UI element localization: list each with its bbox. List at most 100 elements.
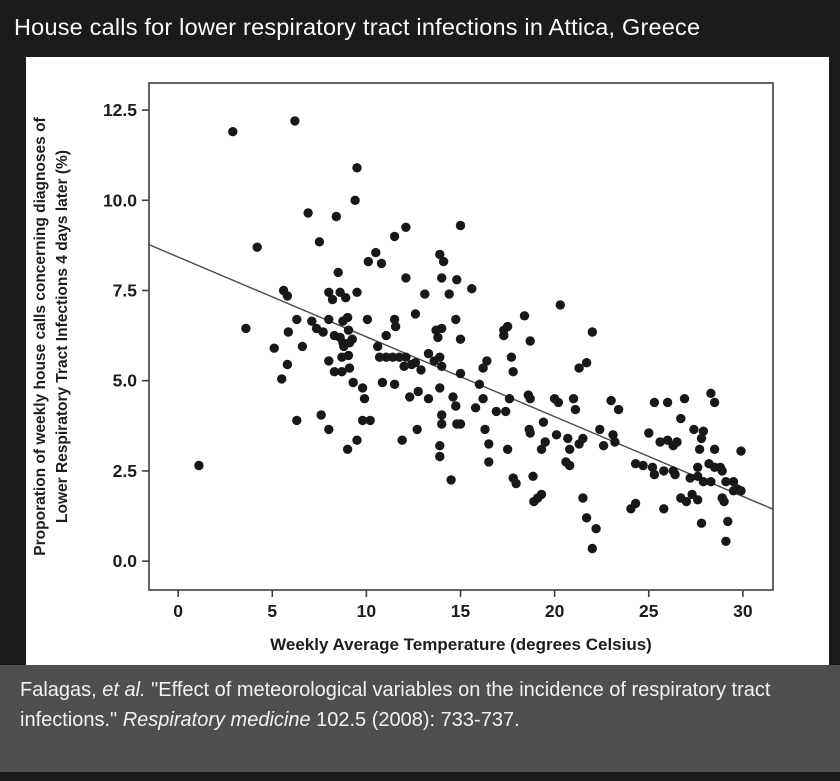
data-point xyxy=(423,394,434,404)
data-point xyxy=(693,495,703,505)
citation-authors: Falagas, xyxy=(20,679,103,701)
data-point xyxy=(679,394,690,404)
data-point xyxy=(399,361,409,371)
citation: Falagas, et al. "Effect of meteorologica… xyxy=(20,675,820,735)
data-point xyxy=(324,424,334,435)
data-point xyxy=(292,314,302,325)
data-point xyxy=(401,222,411,232)
data-point xyxy=(420,289,430,299)
data-point xyxy=(570,404,581,415)
data-point xyxy=(608,430,618,440)
data-point xyxy=(435,441,445,451)
data-point xyxy=(595,424,605,435)
citation-issue: 102.5 (2008): 733-737. xyxy=(310,709,520,731)
chart-panel: 0 5 10 15 20 25 30 0.0 2.5 5.0 7.5 10.0 12.5 Weekly A… xyxy=(26,57,829,665)
data-point xyxy=(484,439,494,449)
data-point xyxy=(389,379,400,389)
data-point xyxy=(282,359,293,370)
citation-article-title: "Effect of meteorological variables on t… xyxy=(20,679,771,731)
data-point xyxy=(394,352,405,362)
x-tick-label: 10 xyxy=(357,601,377,621)
data-point xyxy=(536,489,547,500)
y-tick-label: 12.5 xyxy=(103,100,137,120)
data-point xyxy=(269,343,279,353)
data-point xyxy=(324,314,334,325)
data-point xyxy=(455,419,466,429)
data-point xyxy=(506,352,517,362)
data-point xyxy=(529,496,539,507)
data-point xyxy=(565,460,575,471)
data-point xyxy=(341,293,351,303)
data-point xyxy=(696,433,707,444)
data-point xyxy=(433,332,443,343)
data-point xyxy=(511,478,521,489)
data-point xyxy=(721,536,731,546)
data-point xyxy=(435,451,445,462)
data-point xyxy=(448,392,458,402)
data-point xyxy=(484,457,494,467)
data-point xyxy=(412,424,422,435)
y-tick-label: 10.0 xyxy=(103,190,137,210)
data-point xyxy=(343,325,354,335)
data-point xyxy=(374,352,385,362)
data-point xyxy=(352,163,362,173)
data-point xyxy=(591,524,601,534)
data-point xyxy=(568,394,579,404)
data-point xyxy=(357,383,368,393)
data-point xyxy=(342,444,353,454)
data-point xyxy=(327,294,338,305)
data-point xyxy=(362,314,373,325)
bottom-strip xyxy=(0,772,840,781)
data-point xyxy=(410,358,421,368)
data-point xyxy=(655,437,665,447)
data-point xyxy=(501,406,511,417)
data-point xyxy=(581,358,592,368)
data-point xyxy=(390,321,401,332)
data-point xyxy=(348,377,358,388)
data-point xyxy=(437,419,447,429)
data-point xyxy=(455,220,466,231)
data-point xyxy=(502,444,513,454)
data-point xyxy=(670,469,680,480)
data-point xyxy=(329,367,340,377)
data-point xyxy=(373,341,383,352)
data-point xyxy=(389,314,400,325)
data-point xyxy=(709,397,720,408)
data-point xyxy=(423,348,434,359)
data-point xyxy=(685,473,695,483)
data-point xyxy=(297,341,308,352)
data-point xyxy=(672,437,682,447)
data-point xyxy=(644,428,654,438)
data-point xyxy=(681,496,692,507)
data-point xyxy=(452,275,462,285)
data-point xyxy=(698,426,709,436)
data-point xyxy=(324,287,334,297)
data-point xyxy=(508,367,518,377)
data-point xyxy=(696,518,707,528)
data-point xyxy=(610,437,620,447)
data-point xyxy=(565,444,575,454)
data-point xyxy=(555,300,565,310)
data-point xyxy=(331,211,341,222)
data-point xyxy=(551,430,562,440)
data-point xyxy=(694,444,705,454)
data-point xyxy=(413,386,423,397)
data-point xyxy=(283,327,293,337)
data-point xyxy=(410,309,421,319)
data-point xyxy=(344,338,355,348)
citation-etal: et al. xyxy=(102,679,146,701)
y-tick-label: 2.5 xyxy=(113,461,138,481)
data-point xyxy=(252,242,262,252)
data-point xyxy=(649,469,660,480)
data-point xyxy=(638,460,648,471)
data-point xyxy=(446,475,456,485)
data-point xyxy=(525,394,535,404)
data-point xyxy=(519,311,530,321)
data-point xyxy=(728,477,739,487)
data-point xyxy=(563,433,573,444)
data-point xyxy=(478,394,488,404)
data-point xyxy=(606,395,616,406)
data-point xyxy=(359,394,370,404)
y-tick-label: 0.0 xyxy=(113,551,138,571)
x-tick-label: 25 xyxy=(639,601,659,621)
